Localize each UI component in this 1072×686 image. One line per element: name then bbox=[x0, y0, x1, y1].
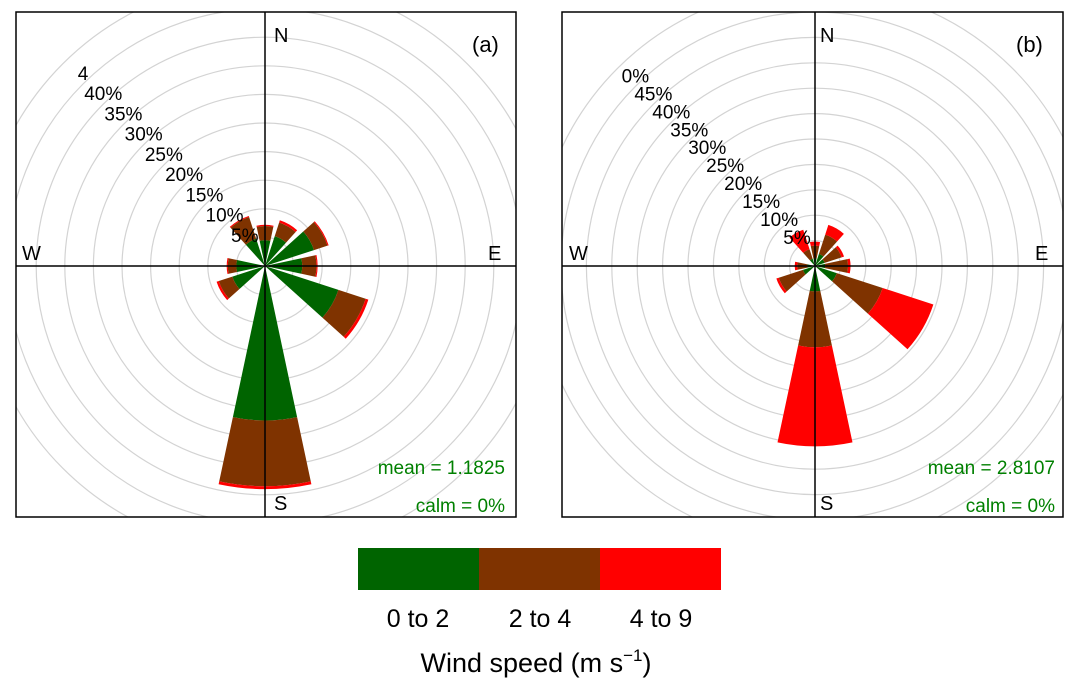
ring-label: 30% bbox=[125, 125, 163, 146]
legend-label-4-to-9: 4 to 9 bbox=[630, 605, 693, 633]
petal-segment bbox=[303, 221, 328, 251]
ring-label: 35% bbox=[104, 104, 142, 125]
petal-segment bbox=[818, 234, 838, 257]
ring-label: 35% bbox=[670, 120, 708, 141]
petal-segment bbox=[815, 266, 837, 282]
calm-annotation-a: calm = 0% bbox=[416, 496, 505, 517]
petal-segment bbox=[232, 266, 265, 289]
petal-segment bbox=[216, 281, 229, 301]
ring-label: 40% bbox=[84, 84, 122, 105]
legend-title-suffix: ) bbox=[642, 648, 651, 678]
legend-label-0-to-2: 0 to 2 bbox=[387, 605, 450, 633]
compass-axes-b bbox=[562, 12, 1063, 517]
ring-label: 10% bbox=[206, 206, 244, 227]
petal-segment bbox=[815, 253, 824, 266]
ring-label: 30% bbox=[688, 138, 726, 159]
ring-label: 15% bbox=[185, 185, 223, 206]
compass-south-label: S bbox=[274, 493, 287, 515]
panel-frame-a bbox=[15, 11, 517, 518]
compass-west-label: W bbox=[569, 243, 588, 265]
ring-label: 15% bbox=[742, 192, 780, 213]
ring-label: 40% bbox=[652, 102, 690, 123]
ring-label: 4 bbox=[78, 64, 89, 85]
petal-segment bbox=[825, 224, 844, 242]
legend-label-2-to-4: 2 to 4 bbox=[509, 605, 572, 633]
panel-label-b: (b) bbox=[1016, 32, 1043, 57]
compass-north-label: N bbox=[820, 25, 834, 47]
petal-segment bbox=[802, 266, 815, 275]
petal-segment bbox=[274, 222, 296, 243]
petal-segment bbox=[229, 215, 250, 228]
petal-segment bbox=[822, 247, 842, 263]
compass-east-label: E bbox=[488, 243, 501, 265]
petal-segment bbox=[265, 266, 339, 318]
ring-label: 20% bbox=[724, 174, 762, 195]
petal-segment bbox=[218, 276, 240, 299]
petal-segment bbox=[867, 287, 934, 350]
petal-segment bbox=[343, 298, 369, 339]
legend-swatch-2-to-4 bbox=[479, 548, 600, 590]
ring-labels-b: 5%10%15%20%25%30%35%40%45%0% bbox=[622, 66, 811, 249]
compass-east-label: E bbox=[1035, 243, 1048, 265]
ring-label: 25% bbox=[706, 156, 744, 177]
ring-labels-a: 5%10%15%20%25%30%35%40%4 bbox=[78, 64, 259, 247]
petal-segment bbox=[789, 229, 810, 253]
compass-west-label: W bbox=[22, 243, 41, 265]
compass-south-label: S bbox=[820, 493, 833, 515]
legend-title-superscript: −1 bbox=[623, 646, 642, 665]
ring-label: 5% bbox=[231, 226, 259, 247]
panel-label-a: (a) bbox=[472, 32, 499, 57]
calm-annotation-b: calm = 0% bbox=[966, 496, 1055, 517]
legend-swatch-4-to-9 bbox=[600, 548, 721, 590]
legend-swatch-0-to-2 bbox=[358, 548, 479, 590]
compass-axes-a bbox=[16, 12, 516, 517]
petal-segment bbox=[776, 277, 787, 294]
petal-segment bbox=[835, 245, 844, 258]
petal-segment bbox=[831, 273, 883, 314]
petal-segment bbox=[313, 221, 329, 246]
petal-segment bbox=[279, 220, 298, 232]
petal-segment bbox=[230, 217, 257, 245]
compass-north-label: N bbox=[274, 25, 288, 47]
ring-label: 25% bbox=[145, 145, 183, 166]
ring-label: 45% bbox=[634, 84, 672, 105]
legend-title-prefix: Wind speed (m s bbox=[421, 648, 624, 678]
ring-label: 10% bbox=[760, 210, 798, 231]
petal-segment bbox=[322, 289, 366, 337]
legend-title: Wind speed (m s−1) bbox=[421, 646, 652, 678]
petal-segment bbox=[265, 231, 314, 266]
petals-a bbox=[216, 215, 369, 490]
petal-segment bbox=[778, 269, 806, 292]
wind-speed-legend: 0 to 2 2 to 4 4 to 9 Wind speed (m s−1) bbox=[358, 548, 721, 678]
mean-annotation-b: mean = 2.8107 bbox=[928, 458, 1055, 479]
panel-frame-b bbox=[561, 11, 1064, 518]
petal-segment bbox=[803, 249, 813, 261]
petal-segment bbox=[218, 481, 312, 490]
ring-label: 0% bbox=[622, 66, 650, 87]
petal-segment bbox=[815, 259, 825, 266]
windrose-panel-a: 5%10%15%20%25%30%35%40%4 N E S W (a) mea… bbox=[15, 11, 517, 518]
petal-segment bbox=[809, 258, 815, 266]
ring-label: 20% bbox=[165, 165, 203, 186]
mean-annotation-a: mean = 1.1825 bbox=[378, 458, 505, 479]
ring-label: 5% bbox=[783, 228, 811, 249]
petal-segment bbox=[265, 236, 287, 266]
windrose-panel-b: 5%10%15%20%25%30%35%40%45%0% N E S W (b)… bbox=[561, 11, 1064, 518]
petals-b bbox=[776, 224, 934, 447]
petal-segment bbox=[245, 238, 265, 266]
